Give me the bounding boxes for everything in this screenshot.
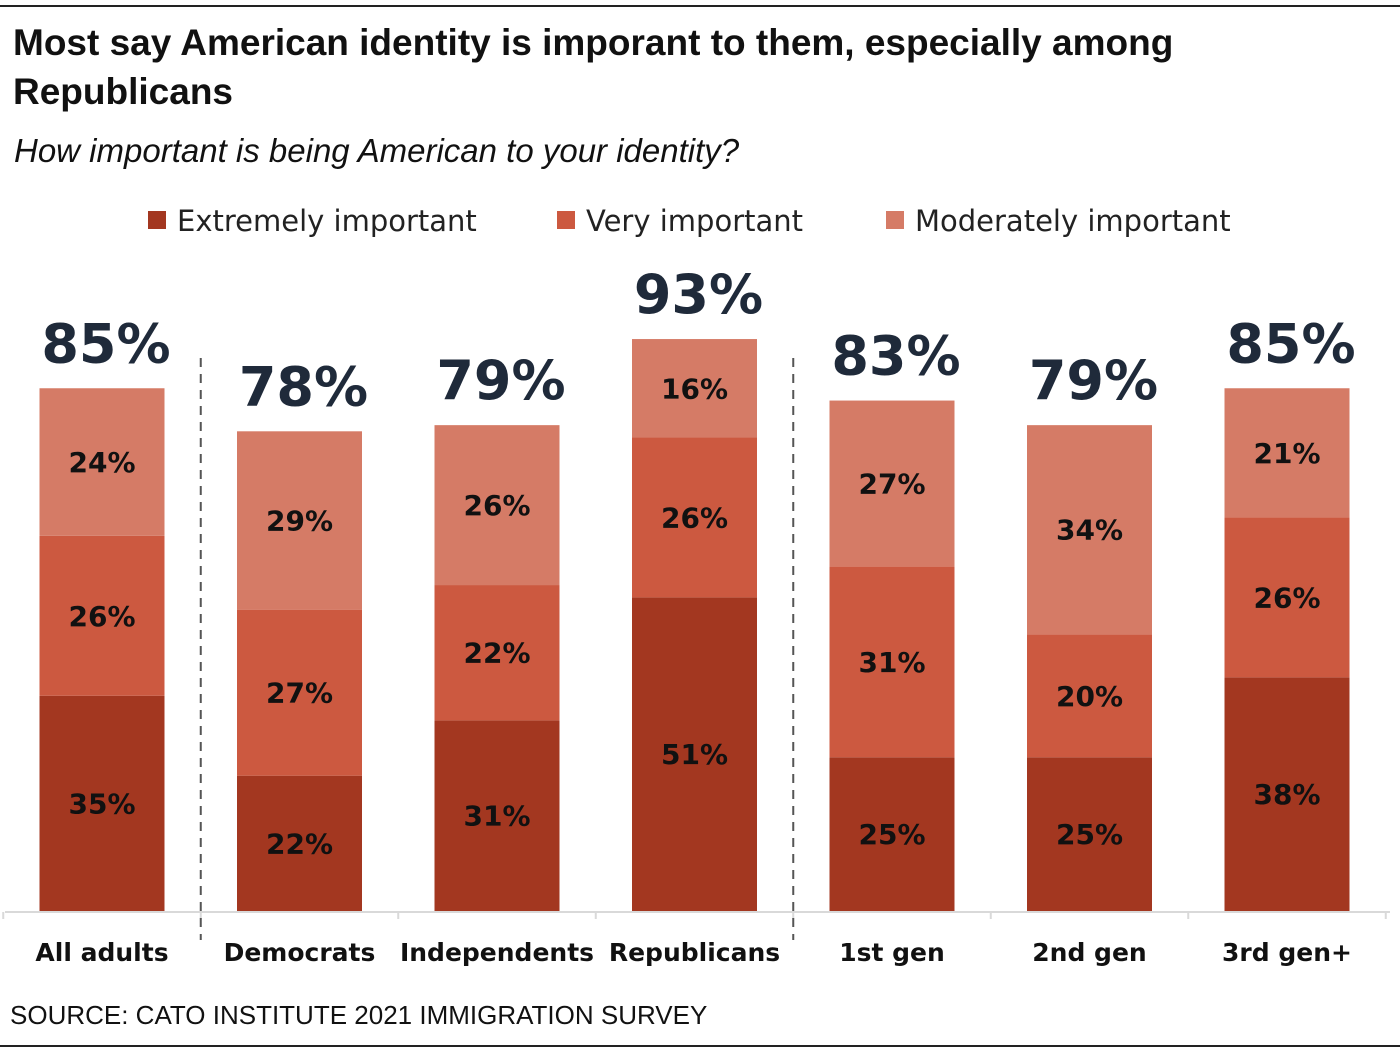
bar-segment [632, 437, 757, 598]
total-label: 85% [1226, 312, 1355, 375]
category-label: 1st gen [839, 938, 945, 967]
category-label: Independents [400, 938, 594, 967]
bar-segment [237, 775, 362, 911]
segment-label: 26% [661, 501, 728, 534]
segment-label: 26% [463, 489, 530, 522]
segment-label: 27% [266, 677, 333, 710]
bar-segment [237, 431, 362, 610]
legend-swatch [557, 211, 575, 229]
total-label: 79% [1029, 349, 1158, 412]
segment-label: 26% [68, 600, 135, 633]
bar-segment [39, 388, 165, 536]
category-label: All adults [35, 938, 168, 967]
bar-segment [632, 597, 757, 911]
bar-segment [829, 566, 955, 758]
bar-segment [632, 339, 757, 438]
segment-label: 22% [266, 827, 333, 860]
total-label: 83% [831, 325, 960, 388]
bar-segment [434, 720, 560, 911]
chart-subtitle: How important is being American to your … [14, 132, 740, 169]
segment-label: 16% [661, 372, 728, 405]
bar-segment [1027, 634, 1152, 758]
bar-segment [1224, 677, 1350, 911]
total-label: 85% [41, 312, 170, 375]
total-label: 78% [239, 355, 368, 418]
bottom-rule [0, 1045, 1400, 1047]
segment-label: 27% [858, 468, 925, 501]
legend-swatch [886, 211, 904, 229]
segment-label: 21% [1253, 437, 1320, 470]
segment-label: 25% [858, 818, 925, 851]
bar-segment [1224, 388, 1350, 518]
bar-segment [829, 400, 955, 567]
segment-label: 31% [463, 800, 530, 833]
category-label: Democrats [224, 938, 376, 967]
segment-label: 25% [1056, 818, 1123, 851]
segment-label: 20% [1056, 680, 1123, 713]
segment-label: 26% [1253, 581, 1320, 614]
segment-label: 29% [266, 504, 333, 537]
bar-segment [1224, 517, 1350, 678]
category-label: Republicans [609, 938, 780, 967]
segment-label: 38% [1253, 778, 1320, 811]
bar-segment [434, 425, 560, 586]
segment-label: 31% [858, 646, 925, 679]
bar-segment [1027, 757, 1152, 911]
bar-segment [237, 609, 362, 776]
legend-label: Moderately important [915, 204, 1231, 238]
legend-swatch [148, 211, 166, 229]
top-rule [0, 5, 1400, 7]
segment-label: 34% [1056, 514, 1123, 547]
category-label: 2nd gen [1032, 938, 1146, 967]
bar-segment [1027, 425, 1152, 635]
bar-segment [39, 695, 165, 911]
legend-label: Very important [586, 204, 803, 238]
category-label: 3rd gen+ [1222, 938, 1352, 967]
chart-title: Most say American identity is imporant t… [13, 22, 1174, 112]
bar-segment [829, 757, 955, 911]
segment-label: 51% [661, 738, 728, 771]
total-label: 79% [436, 349, 565, 412]
segment-label: 24% [68, 446, 135, 479]
legend-label: Extremely important [177, 204, 477, 238]
bar-segment [39, 535, 165, 696]
total-label: 93% [634, 263, 763, 326]
source-note: SOURCE: CATO INSTITUTE 2021 IMMIGRATION … [10, 1000, 708, 1030]
bar-segment [434, 585, 560, 721]
segment-label: 22% [463, 637, 530, 670]
segment-label: 35% [68, 787, 135, 820]
